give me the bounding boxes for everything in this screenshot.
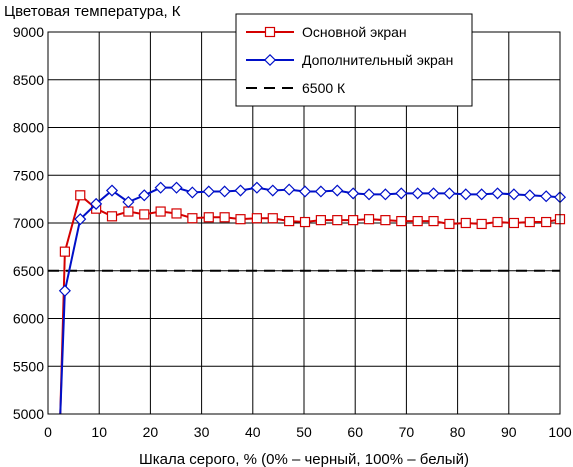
legend: Основной экран Дополнительный экран 6500 К: [235, 13, 473, 107]
data-point: [396, 215, 407, 227]
legend-item-2: Дополнительный экран: [246, 52, 453, 68]
data-point: [427, 187, 440, 200]
data-point: [540, 190, 553, 203]
data-point: [171, 208, 182, 219]
data-point: [347, 187, 360, 200]
y-tick-label: 7500: [13, 167, 44, 183]
data-point: [106, 211, 118, 222]
data-point: [251, 213, 262, 224]
data-point: [75, 190, 86, 201]
data-point: [459, 188, 472, 201]
x-tick-label: 0: [44, 424, 52, 440]
data-point: [444, 218, 455, 230]
series-1: [59, 190, 566, 415]
data-point: [170, 181, 183, 194]
x-tick-label: 40: [245, 424, 261, 440]
legend-label: 6500 К: [302, 80, 346, 96]
legend-items: Основной экран Дополнительный экран 6500 К: [246, 24, 453, 96]
data-point: [380, 215, 391, 226]
data-point: [138, 189, 151, 202]
data-point: [363, 214, 375, 225]
data-point: [541, 216, 552, 228]
x-tick-label: 10: [91, 424, 107, 440]
data-point: [105, 184, 119, 197]
y-tick-label: 6500: [13, 263, 44, 279]
data-point: [491, 187, 504, 200]
y-tick-label: 6000: [13, 311, 44, 327]
data-point: [476, 218, 487, 230]
y-axis-label: Цветовая температура, К: [4, 3, 181, 20]
data-point: [154, 181, 167, 194]
data-point: [460, 217, 471, 229]
data-point: [218, 185, 231, 198]
y-tick-label: 9000: [13, 24, 44, 40]
data-point: [186, 186, 199, 199]
data-point: [299, 216, 311, 228]
data-point: [122, 195, 135, 209]
data-point: [332, 215, 343, 226]
legend-label: Дополнительный экран: [302, 52, 453, 68]
data-point: [219, 212, 230, 223]
data-series: [58, 181, 567, 415]
tick-labels: 5000 5500 6000 6500 7000 7500 8000 8500 9000 0 10 2…: [13, 24, 572, 440]
x-tick-label: 60: [347, 424, 363, 440]
legend-item-1: Основной экран: [246, 24, 407, 40]
data-point: [187, 213, 198, 224]
data-point: [524, 216, 535, 228]
data-point: [507, 188, 520, 201]
data-point: [379, 188, 392, 201]
y-tick-label: 5000: [13, 406, 44, 422]
data-point: [475, 188, 488, 201]
data-point: [267, 213, 278, 224]
legend-item-3: 6500 К: [246, 80, 346, 96]
data-point: [283, 183, 296, 196]
x-tick-label: 50: [296, 424, 312, 440]
data-point: [58, 284, 71, 297]
data-point: [362, 188, 376, 201]
data-point: [331, 184, 344, 197]
data-point: [139, 209, 150, 220]
data-point: [348, 215, 359, 226]
data-point: [443, 187, 456, 200]
data-point: [235, 214, 246, 225]
data-point: [155, 206, 166, 217]
y-tick-label: 7000: [13, 215, 44, 231]
data-point: [123, 206, 134, 217]
data-point: [203, 212, 214, 223]
data-point: [395, 187, 408, 200]
x-tick-label: 100: [548, 424, 572, 440]
data-point: [234, 184, 247, 197]
data-point: [202, 185, 215, 198]
data-point: [250, 181, 263, 194]
y-tick-label: 8500: [13, 72, 44, 88]
y-tick-label: 8000: [13, 120, 44, 136]
data-point: [315, 215, 326, 226]
legend-marker: [264, 26, 276, 38]
x-axis-label: Шкала серого, % (0% – черный, 100% – бел…: [139, 451, 469, 467]
data-point: [411, 187, 424, 200]
data-point: [284, 215, 295, 227]
series-2: [58, 181, 567, 415]
data-point: [90, 197, 103, 210]
data-point: [59, 246, 70, 257]
data-point: [508, 217, 520, 229]
y-tick-label: 5500: [13, 358, 44, 374]
data-point: [492, 216, 503, 228]
data-point: [314, 185, 327, 198]
x-tick-label: 20: [143, 424, 159, 440]
data-point: [428, 215, 439, 227]
data-point: [523, 189, 536, 202]
data-point: [412, 215, 423, 227]
x-tick-label: 70: [399, 424, 415, 440]
data-point: [298, 185, 312, 198]
data-point: [266, 184, 279, 197]
x-tick-label: 30: [194, 424, 210, 440]
x-tick-label: 80: [450, 424, 466, 440]
legend-label: Основной экран: [302, 24, 407, 40]
data-point: [74, 213, 87, 226]
legend-marker: [263, 53, 277, 67]
x-tick-label: 90: [501, 424, 517, 440]
